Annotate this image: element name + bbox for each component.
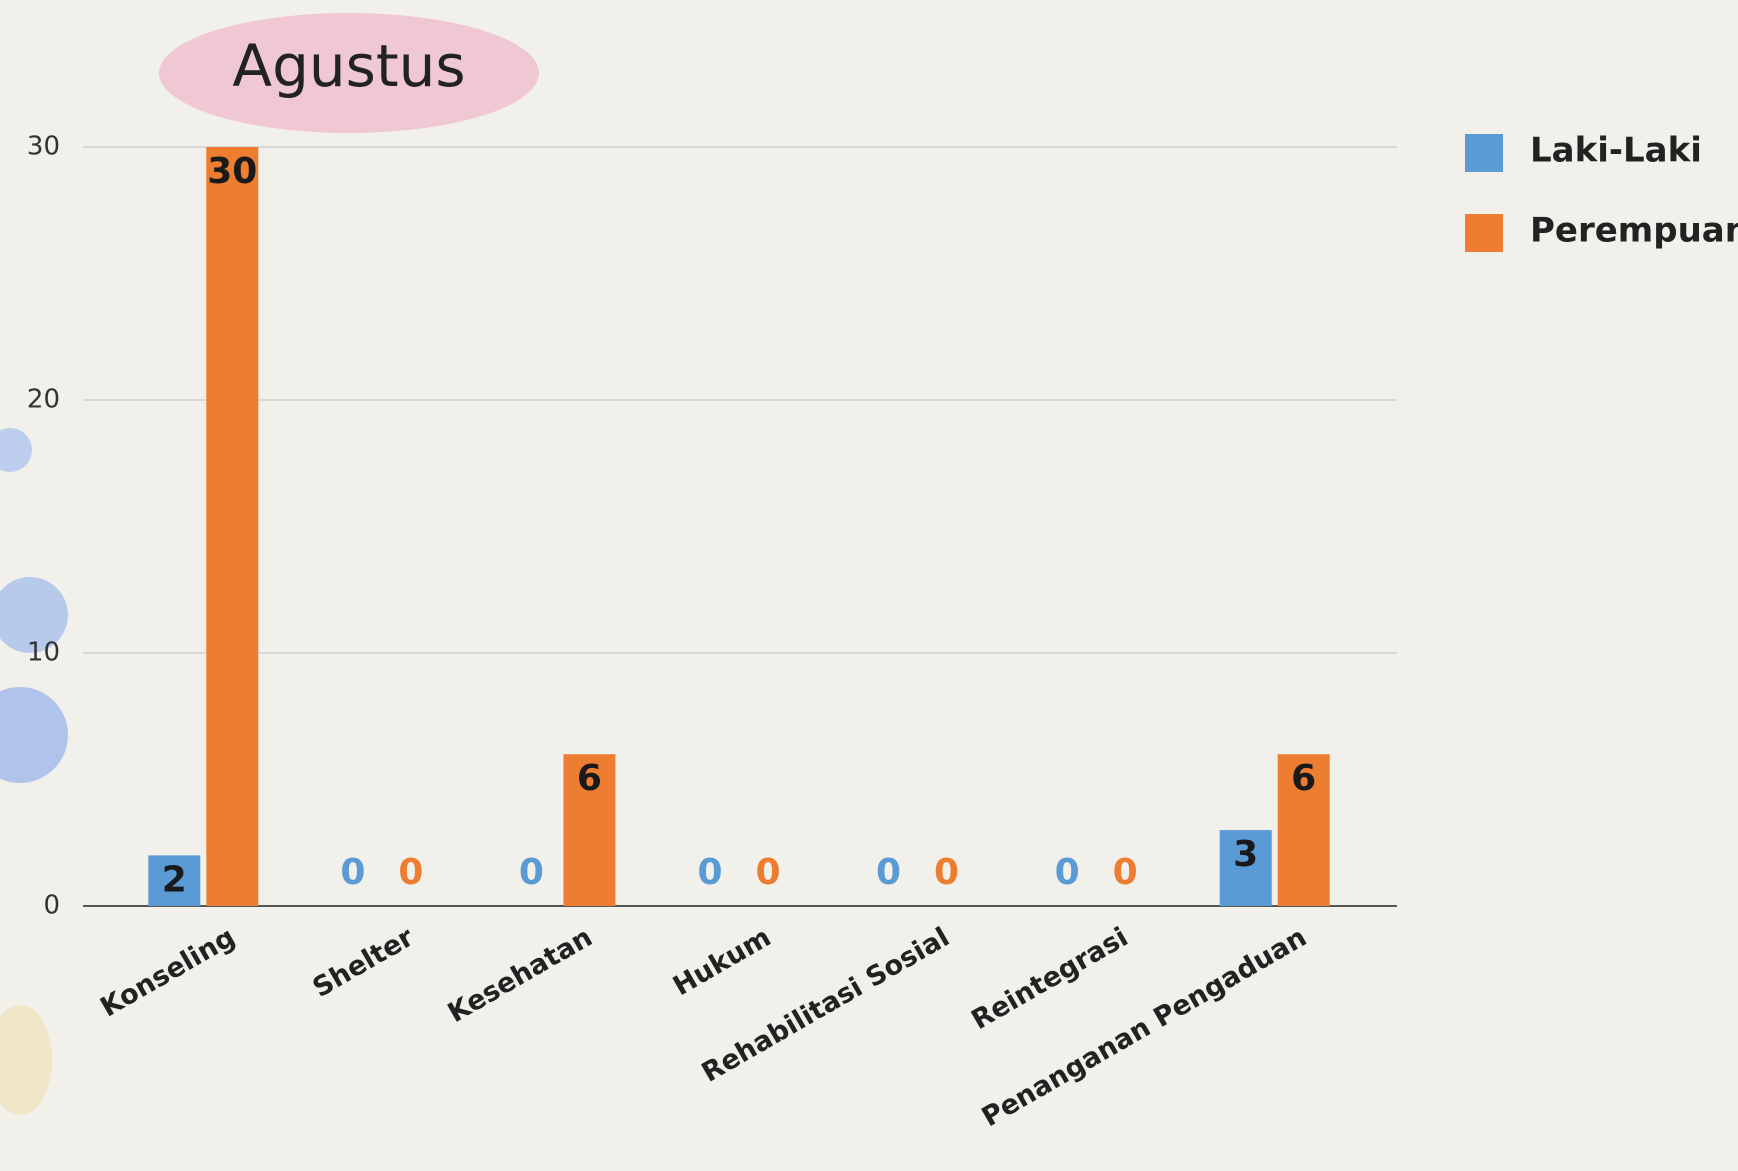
data-label: 0 (1113, 852, 1138, 893)
data-label: 0 (755, 852, 780, 893)
data-label: 30 (207, 151, 257, 192)
bar (206, 147, 258, 906)
data-label: 0 (519, 852, 544, 893)
y-tick-label: 0 (43, 891, 60, 921)
legend-label: Laki-Laki (1530, 131, 1702, 171)
data-label: 0 (340, 852, 365, 893)
y-tick-label: 10 (27, 638, 60, 668)
chart-title: Agustus (232, 32, 465, 100)
chart: Agustus 0102030230Konseling00Shelter06Ke… (0, 0, 1738, 1171)
data-label: 6 (577, 758, 602, 799)
page: Agustus 0102030230Konseling00Shelter06Ke… (0, 0, 1738, 1171)
y-tick-label: 30 (27, 132, 60, 162)
legend-swatch (1465, 134, 1503, 172)
legend-label: Perempuan (1530, 211, 1738, 251)
data-label: 6 (1291, 758, 1316, 799)
legend-swatch (1465, 214, 1503, 252)
data-label: 0 (876, 852, 901, 893)
data-label: 0 (398, 852, 423, 893)
y-tick-label: 20 (27, 385, 60, 415)
data-label: 0 (934, 852, 959, 893)
data-label: 0 (697, 852, 722, 893)
data-label: 0 (1055, 852, 1080, 893)
data-label: 3 (1233, 834, 1258, 875)
data-label: 2 (162, 859, 187, 900)
